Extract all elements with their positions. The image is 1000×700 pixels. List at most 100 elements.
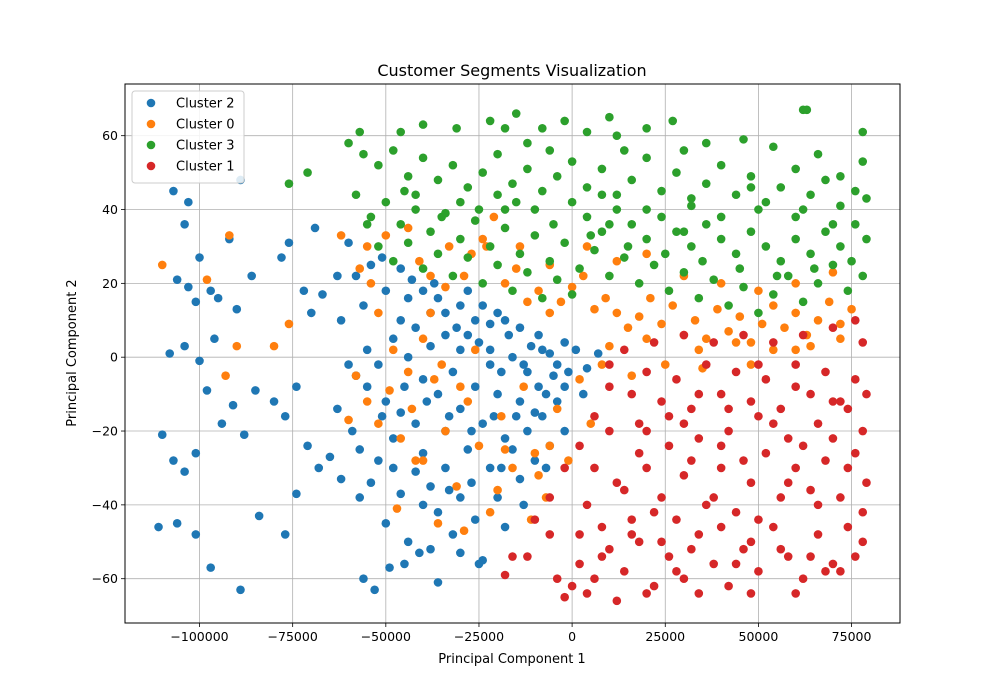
- data-point: [709, 338, 719, 347]
- data-point: [627, 175, 637, 185]
- data-point: [769, 301, 778, 310]
- data-point: [206, 286, 215, 296]
- x-tick-label: 75000: [832, 629, 872, 644]
- data-point: [806, 190, 815, 200]
- data-point: [530, 456, 540, 465]
- data-point: [776, 544, 786, 554]
- data-point: [381, 286, 391, 296]
- data-point: [474, 559, 484, 569]
- data-point: [169, 186, 178, 196]
- data-point: [400, 382, 409, 392]
- data-point: [769, 338, 778, 347]
- data-point: [687, 404, 696, 414]
- data-point: [627, 389, 637, 399]
- data-point: [627, 530, 637, 539]
- x-tick-label: −50000: [361, 629, 411, 644]
- data-point: [299, 286, 309, 296]
- data-point: [545, 441, 555, 451]
- data-point: [593, 349, 603, 358]
- data-point: [560, 382, 569, 392]
- data-point: [359, 574, 368, 583]
- y-tick-label: 20: [102, 276, 118, 291]
- data-point: [221, 371, 230, 380]
- data-point: [582, 183, 592, 192]
- legend-box: [131, 90, 245, 184]
- data-point: [508, 352, 517, 362]
- data-point: [251, 386, 260, 395]
- series-cluster-1: [500, 315, 871, 606]
- data-point: [858, 507, 868, 517]
- data-point: [798, 441, 808, 451]
- data-point: [560, 338, 569, 347]
- data-point: [456, 197, 465, 207]
- data-point: [828, 260, 838, 270]
- data-point: [687, 242, 696, 251]
- y-tick-label: −60: [92, 571, 118, 586]
- data-point: [836, 171, 845, 181]
- data-point: [679, 419, 689, 428]
- data-point: [489, 212, 499, 222]
- data-point: [202, 275, 212, 284]
- data-point: [679, 267, 689, 277]
- data-point: [359, 301, 368, 310]
- data-point: [355, 127, 365, 137]
- data-point: [642, 463, 651, 473]
- data-point: [724, 301, 733, 310]
- data-point: [679, 471, 689, 480]
- data-point: [493, 485, 502, 495]
- data-point: [444, 242, 454, 251]
- data-point: [478, 301, 487, 310]
- data-point: [791, 308, 800, 318]
- data-point: [605, 219, 614, 229]
- data-point: [769, 345, 778, 355]
- data-point: [850, 219, 860, 229]
- data-point: [511, 109, 521, 118]
- x-tick-label: 0: [568, 629, 576, 644]
- data-point: [575, 375, 584, 384]
- data-point: [422, 397, 432, 406]
- data-point: [184, 282, 193, 292]
- data-point: [500, 223, 510, 233]
- data-point: [493, 149, 502, 159]
- data-point: [403, 367, 413, 377]
- data-point: [500, 445, 510, 454]
- data-point: [646, 293, 655, 303]
- data-point: [664, 552, 674, 561]
- data-point: [567, 282, 577, 292]
- data-point: [605, 426, 614, 436]
- data-point: [731, 507, 741, 517]
- data-point: [519, 500, 528, 510]
- data-point: [545, 530, 555, 539]
- data-point: [478, 419, 487, 428]
- data-point: [515, 249, 525, 259]
- data-point: [657, 212, 666, 222]
- data-point: [813, 315, 823, 325]
- data-point: [381, 397, 391, 406]
- data-point: [418, 500, 428, 510]
- data-point: [448, 367, 458, 377]
- data-point: [411, 323, 420, 332]
- data-point: [377, 253, 387, 262]
- data-point: [746, 397, 756, 406]
- legend-label: Cluster 0: [176, 118, 235, 133]
- data-point: [474, 205, 484, 214]
- data-point: [374, 419, 383, 428]
- data-point: [783, 552, 793, 561]
- data-point: [776, 256, 786, 266]
- data-point: [429, 279, 439, 288]
- data-point: [605, 382, 614, 392]
- data-point: [538, 186, 547, 196]
- data-point: [746, 360, 756, 369]
- data-point: [806, 249, 815, 259]
- data-point: [731, 367, 741, 377]
- data-point: [351, 371, 361, 380]
- data-point: [694, 293, 704, 303]
- data-point: [701, 360, 711, 369]
- data-point: [698, 256, 707, 266]
- data-point: [426, 227, 435, 236]
- data-point: [388, 345, 398, 355]
- data-point: [716, 234, 726, 244]
- data-point: [403, 537, 413, 547]
- data-point: [571, 345, 581, 355]
- data-point: [426, 482, 435, 491]
